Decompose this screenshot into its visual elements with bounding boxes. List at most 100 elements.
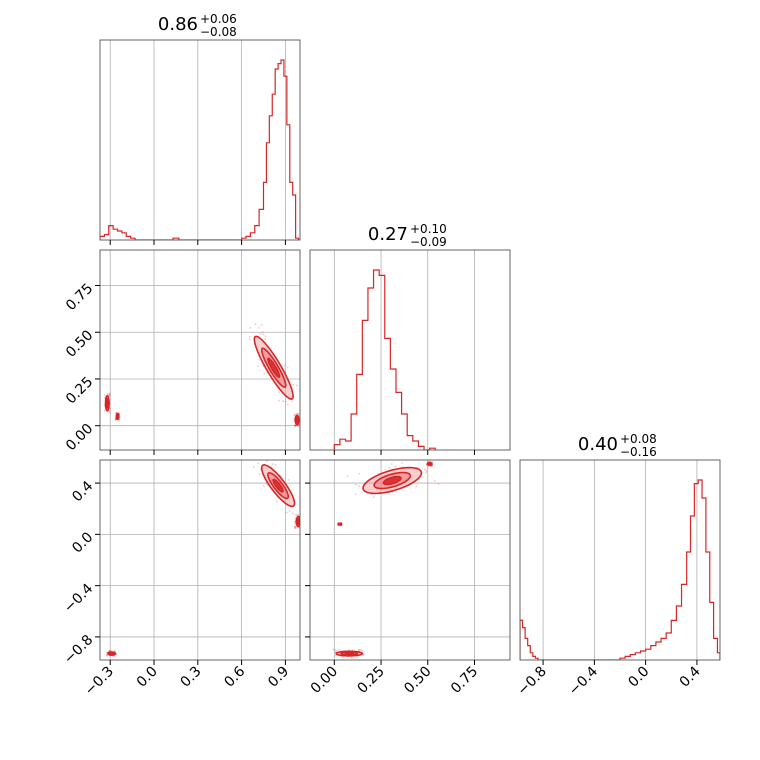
panel-frame bbox=[99, 459, 301, 661]
sample-point bbox=[257, 462, 259, 465]
x-tick-label: 0.50 bbox=[401, 664, 434, 697]
sample-point bbox=[384, 468, 387, 471]
x-tick-label: 0.3 bbox=[178, 664, 205, 691]
sample-point bbox=[271, 463, 274, 466]
title-plus-error: +0.06 bbox=[200, 12, 237, 26]
density-contour bbox=[344, 652, 355, 656]
sample-point bbox=[348, 648, 350, 651]
sample-point bbox=[425, 471, 427, 474]
sample-point bbox=[294, 526, 297, 529]
sample-point bbox=[103, 410, 106, 412]
sample-point bbox=[354, 493, 357, 496]
sample-point bbox=[115, 653, 118, 656]
x-tick-label: 0.25 bbox=[355, 664, 388, 697]
sample-point bbox=[248, 336, 251, 338]
title-plus-error: +0.10 bbox=[410, 222, 447, 236]
sample-point bbox=[266, 454, 268, 456]
x-tick-label: −0.8 bbox=[515, 664, 550, 699]
title-plus-error: +0.08 bbox=[620, 432, 657, 446]
sample-point bbox=[294, 424, 297, 427]
hist-param-2 bbox=[309, 249, 511, 455]
sample-point bbox=[297, 413, 300, 415]
density-contour bbox=[297, 519, 300, 524]
y-tick-label: 0.25 bbox=[63, 374, 96, 407]
histogram-step bbox=[333, 269, 436, 450]
hist-param-1 bbox=[99, 39, 301, 245]
y-tick-label: 0.0 bbox=[69, 529, 96, 556]
sample-point bbox=[108, 394, 110, 397]
sample-point bbox=[294, 424, 296, 427]
x-tick-label: 0.9 bbox=[265, 664, 292, 691]
y-tick-label: 0.4 bbox=[69, 478, 96, 505]
sample-point bbox=[394, 465, 397, 468]
sample-point bbox=[332, 648, 335, 651]
param-title: 0.40 +0.08−0.16 bbox=[578, 432, 657, 459]
sample-point bbox=[291, 512, 294, 515]
sample-point bbox=[257, 365, 259, 368]
density-contour bbox=[428, 462, 432, 466]
histogram-step bbox=[520, 479, 720, 660]
sample-point bbox=[109, 407, 111, 409]
sample-point bbox=[301, 514, 303, 516]
sample-point bbox=[355, 483, 357, 486]
sample-point bbox=[410, 457, 412, 459]
sample-point bbox=[296, 413, 298, 415]
sample-point bbox=[293, 527, 296, 529]
sample-point bbox=[358, 472, 361, 475]
sample-point bbox=[278, 399, 280, 402]
sample-point bbox=[356, 656, 359, 658]
sample-point bbox=[260, 323, 263, 326]
sample-point bbox=[388, 492, 391, 494]
sample-point bbox=[431, 465, 434, 467]
y-tick-label: −0.4 bbox=[61, 581, 96, 616]
sample-point bbox=[108, 395, 111, 398]
sample-point bbox=[113, 650, 116, 652]
sample-point bbox=[362, 654, 365, 657]
sample-point bbox=[334, 654, 337, 657]
sample-point bbox=[350, 656, 353, 659]
sample-point bbox=[283, 364, 286, 367]
title-minus-error: −0.16 bbox=[620, 445, 657, 459]
sample-point bbox=[362, 653, 365, 656]
title-minus-error: −0.08 bbox=[200, 25, 237, 39]
sample-point bbox=[248, 338, 251, 341]
sample-point bbox=[108, 410, 111, 413]
sample-point bbox=[433, 480, 436, 482]
sample-point bbox=[108, 650, 111, 652]
sample-point bbox=[301, 520, 303, 522]
sample-point bbox=[249, 327, 252, 329]
sample-point bbox=[106, 654, 108, 657]
sample-point bbox=[301, 517, 303, 519]
sample-point bbox=[301, 517, 303, 519]
sample-point bbox=[108, 392, 111, 395]
panel-frame bbox=[309, 459, 511, 661]
x-tick-label: 0.00 bbox=[308, 664, 341, 697]
sample-point bbox=[372, 496, 375, 499]
sample-point bbox=[401, 462, 404, 464]
panel-frame bbox=[309, 249, 511, 451]
y-tick-label: −0.8 bbox=[61, 632, 96, 667]
x-tick-label: 0.0 bbox=[625, 664, 652, 691]
sample-point bbox=[293, 414, 296, 417]
sample-point bbox=[286, 366, 289, 369]
title-median: 0.86 bbox=[158, 14, 198, 35]
sample-point bbox=[274, 463, 277, 466]
sample-point bbox=[358, 649, 361, 652]
sample-point bbox=[286, 403, 289, 406]
param-title: 0.27 +0.10−0.09 bbox=[368, 222, 447, 249]
title-median: 0.40 bbox=[578, 434, 618, 455]
sample-point bbox=[418, 478, 421, 481]
sample-point bbox=[284, 400, 287, 403]
sample-point bbox=[109, 407, 111, 410]
sample-point bbox=[253, 466, 255, 468]
sample-point bbox=[295, 384, 298, 387]
sample-point bbox=[262, 331, 264, 334]
density-contour bbox=[105, 400, 109, 407]
sample-point bbox=[361, 649, 364, 652]
sample-point bbox=[301, 523, 303, 525]
sample-point bbox=[258, 472, 261, 475]
panel-frame bbox=[99, 249, 301, 451]
sample-point bbox=[291, 400, 294, 403]
sample-point bbox=[293, 525, 296, 528]
